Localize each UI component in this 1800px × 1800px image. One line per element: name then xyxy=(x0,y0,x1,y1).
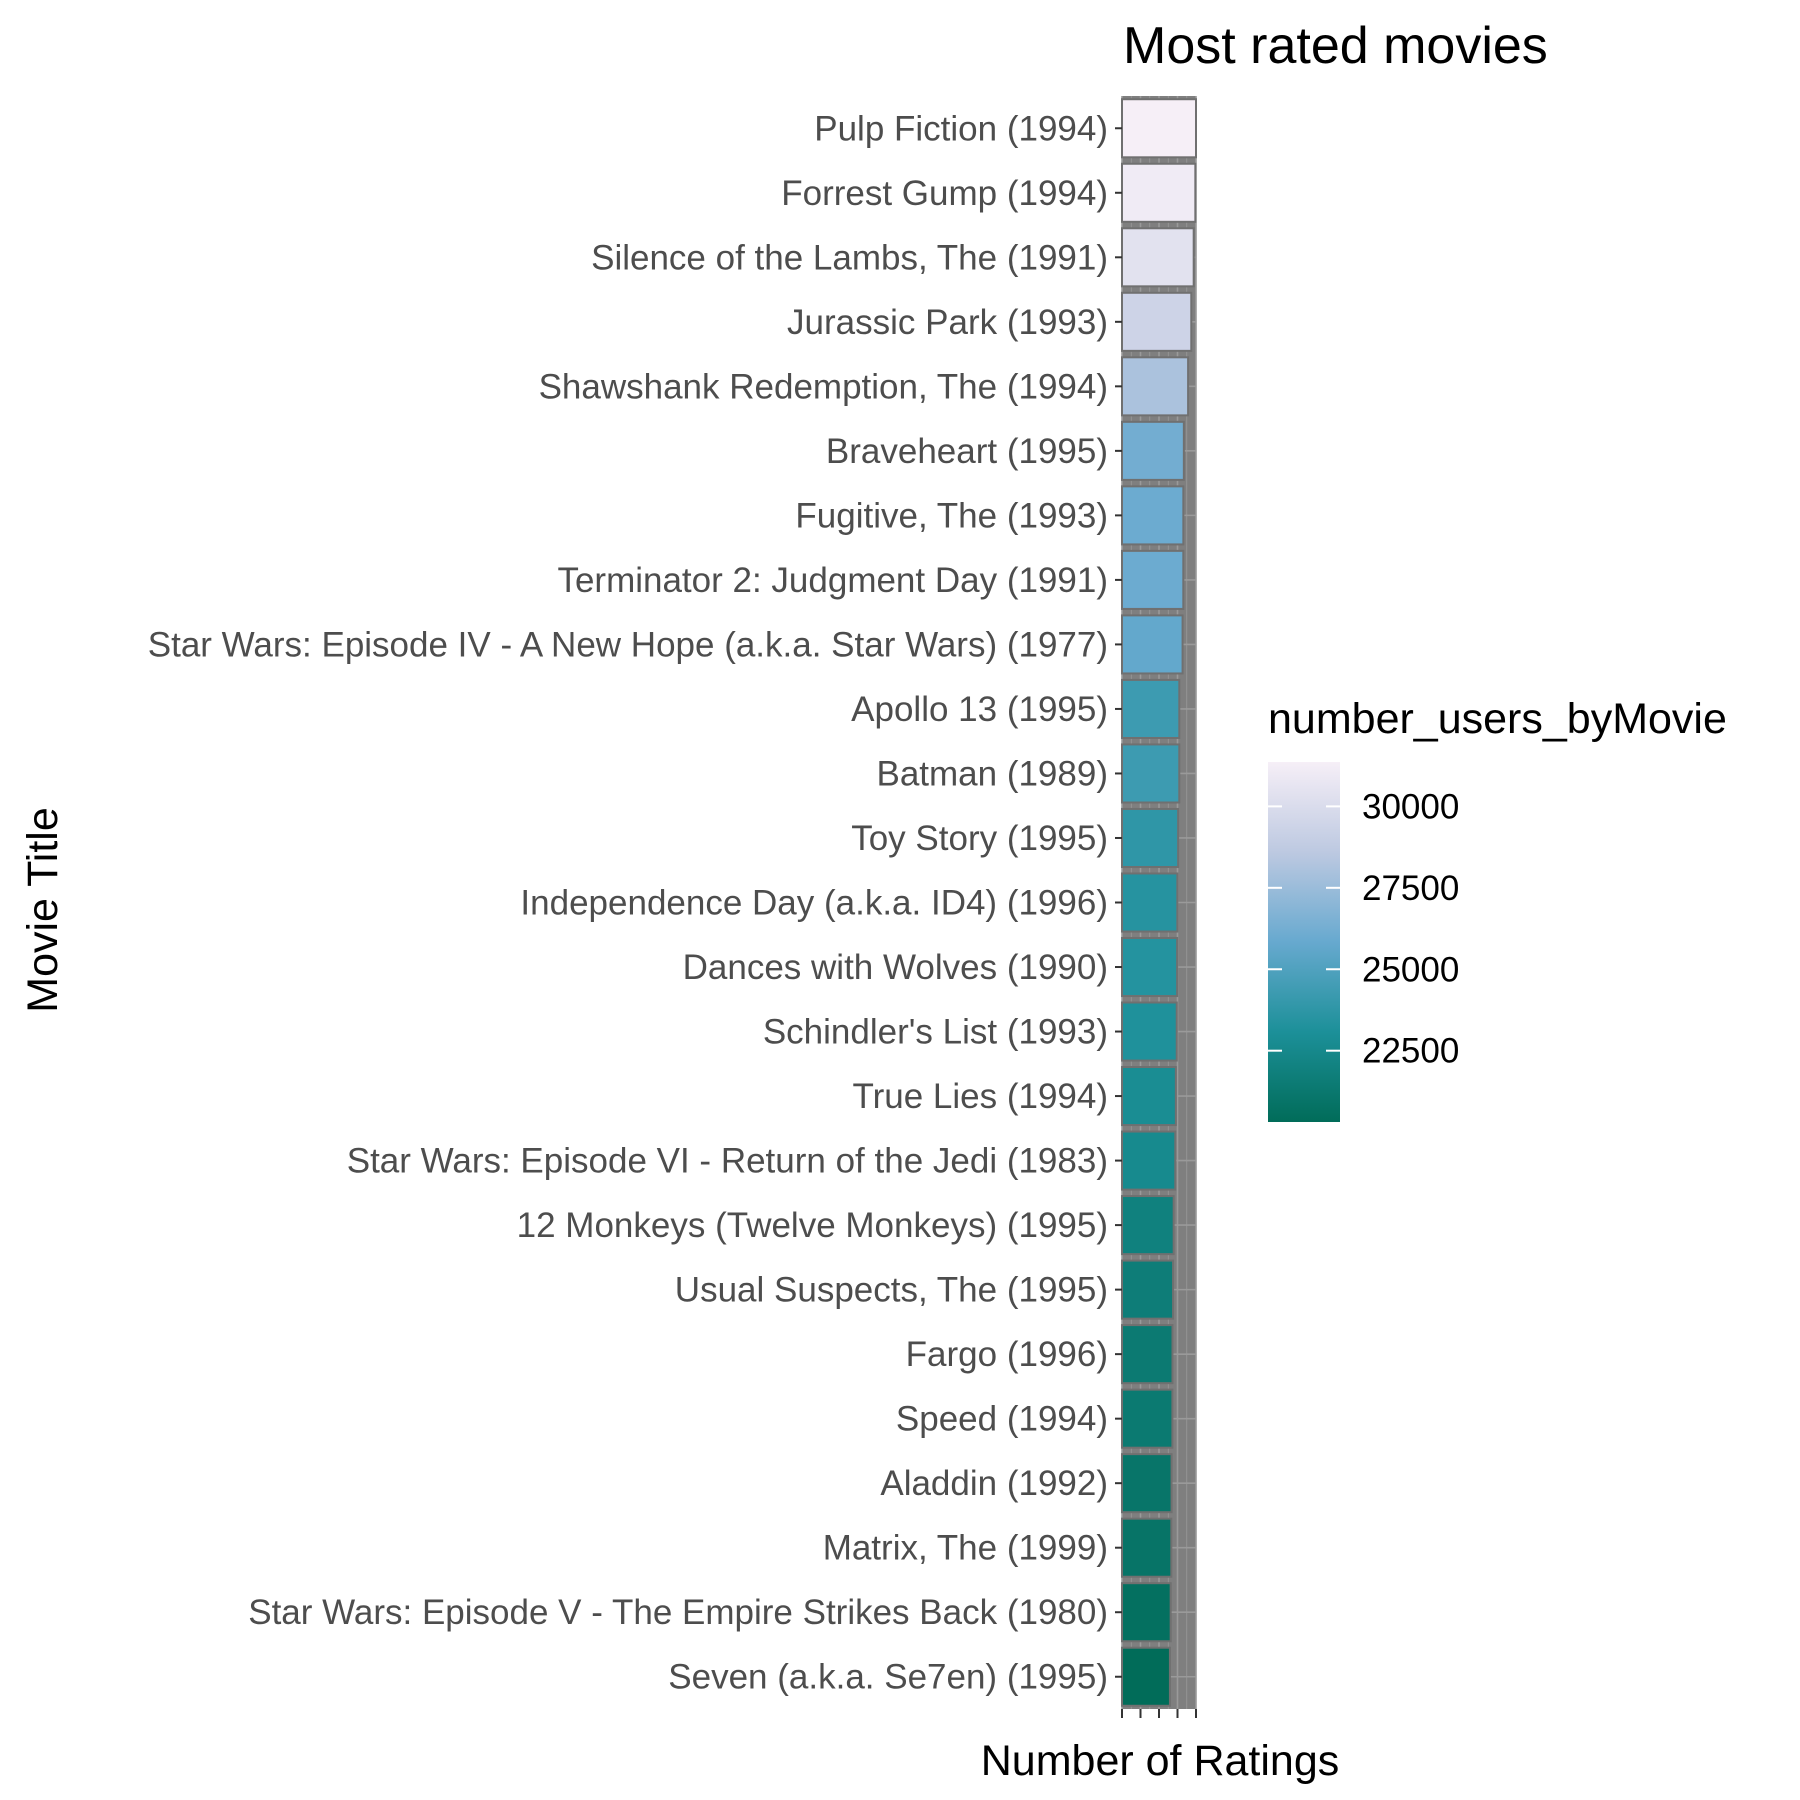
y-tick-label: Terminator 2: Judgment Day (1991) xyxy=(557,561,1108,600)
legend-colorbar xyxy=(1268,762,1340,1122)
bar xyxy=(1121,1066,1177,1127)
y-axis-ticks xyxy=(1115,127,1122,1678)
bar xyxy=(1121,1130,1177,1191)
y-tick-label: Batman (1989) xyxy=(876,754,1108,793)
y-tick-label: Seven (a.k.a. Se7en) (1995) xyxy=(668,1658,1108,1697)
bar xyxy=(1121,872,1179,933)
bar xyxy=(1121,807,1180,869)
bar xyxy=(1121,549,1185,610)
bar xyxy=(1121,485,1185,546)
y-tick-label: Aladdin (1992) xyxy=(880,1464,1108,1503)
y-tick-label: Pulp Fiction (1994) xyxy=(814,109,1108,148)
x-axis-title: Number of Ratings xyxy=(981,1737,1340,1785)
bar xyxy=(1121,98,1197,159)
bar xyxy=(1121,1453,1173,1514)
y-tick-label: Schindler's List (1993) xyxy=(763,1013,1108,1052)
bar xyxy=(1121,1324,1174,1385)
legend-tick-label: 22500 xyxy=(1362,1032,1459,1071)
y-tick-label: Forrest Gump (1994) xyxy=(781,174,1108,213)
bars xyxy=(1121,98,1197,1707)
y-tick-label: Toy Story (1995) xyxy=(851,819,1108,858)
y-tick-label: Fargo (1996) xyxy=(906,1335,1108,1374)
y-tick-label: Braveheart (1995) xyxy=(826,432,1108,471)
bar xyxy=(1121,1388,1174,1449)
bar xyxy=(1121,1259,1175,1320)
bar xyxy=(1121,1646,1171,1707)
bar xyxy=(1121,420,1185,481)
bar xyxy=(1121,614,1184,675)
chart-title: Most rated movies xyxy=(1123,17,1548,75)
y-tick-label: Star Wars: Episode IV - A New Hope (a.k.… xyxy=(148,625,1108,664)
y-tick-label: Dances with Wolves (1990) xyxy=(683,948,1108,987)
bar xyxy=(1121,162,1197,223)
legend: number_users_byMovie 30000 27500 25000 2250… xyxy=(1268,695,1727,1122)
legend-tick-label: 27500 xyxy=(1362,869,1459,908)
y-tick-label: Fugitive, The (1993) xyxy=(795,496,1108,535)
y-tick-label: Star Wars: Episode V - The Empire Strike… xyxy=(248,1593,1108,1632)
y-tick-label: Star Wars: Episode VI - Return of the Je… xyxy=(347,1142,1108,1181)
y-tick-label: 12 Monkeys (Twelve Monkeys) (1995) xyxy=(517,1206,1108,1245)
bar xyxy=(1121,1517,1173,1578)
bar xyxy=(1121,1195,1175,1256)
bar xyxy=(1121,291,1193,352)
bar xyxy=(1121,1001,1178,1062)
y-tick-label: Silence of the Lambs, The (1991) xyxy=(591,238,1108,277)
bar xyxy=(1121,227,1195,288)
y-tick-label: Speed (1994) xyxy=(896,1400,1108,1439)
bar xyxy=(1121,678,1181,739)
y-tick-label: Matrix, The (1999) xyxy=(823,1529,1108,1568)
y-axis-title: Movie Title xyxy=(19,807,67,1013)
bar xyxy=(1121,743,1181,804)
x-axis-ticks xyxy=(1121,1709,1197,1718)
y-tick-label: Shawshank Redemption, The (1994) xyxy=(539,367,1108,406)
bar xyxy=(1121,936,1179,998)
y-tick-label: Apollo 13 (1995) xyxy=(851,690,1108,729)
y-tick-label: Jurassic Park (1993) xyxy=(787,303,1108,342)
legend-tick-label: 30000 xyxy=(1362,787,1459,826)
legend-tick-label: 25000 xyxy=(1362,950,1459,989)
bar xyxy=(1121,1582,1172,1643)
y-tick-label: True Lies (1994) xyxy=(853,1077,1109,1116)
y-tick-label: Usual Suspects, The (1995) xyxy=(675,1271,1108,1310)
bar xyxy=(1121,356,1190,417)
legend-ticks: 30000 27500 25000 22500 xyxy=(1268,787,1459,1071)
y-tick-label: Independence Day (a.k.a. ID4) (1996) xyxy=(520,884,1108,923)
legend-title: number_users_byMovie xyxy=(1268,695,1727,743)
y-axis-tick-labels: Pulp Fiction (1994) Forrest Gump (1994) Si… xyxy=(148,109,1108,1696)
